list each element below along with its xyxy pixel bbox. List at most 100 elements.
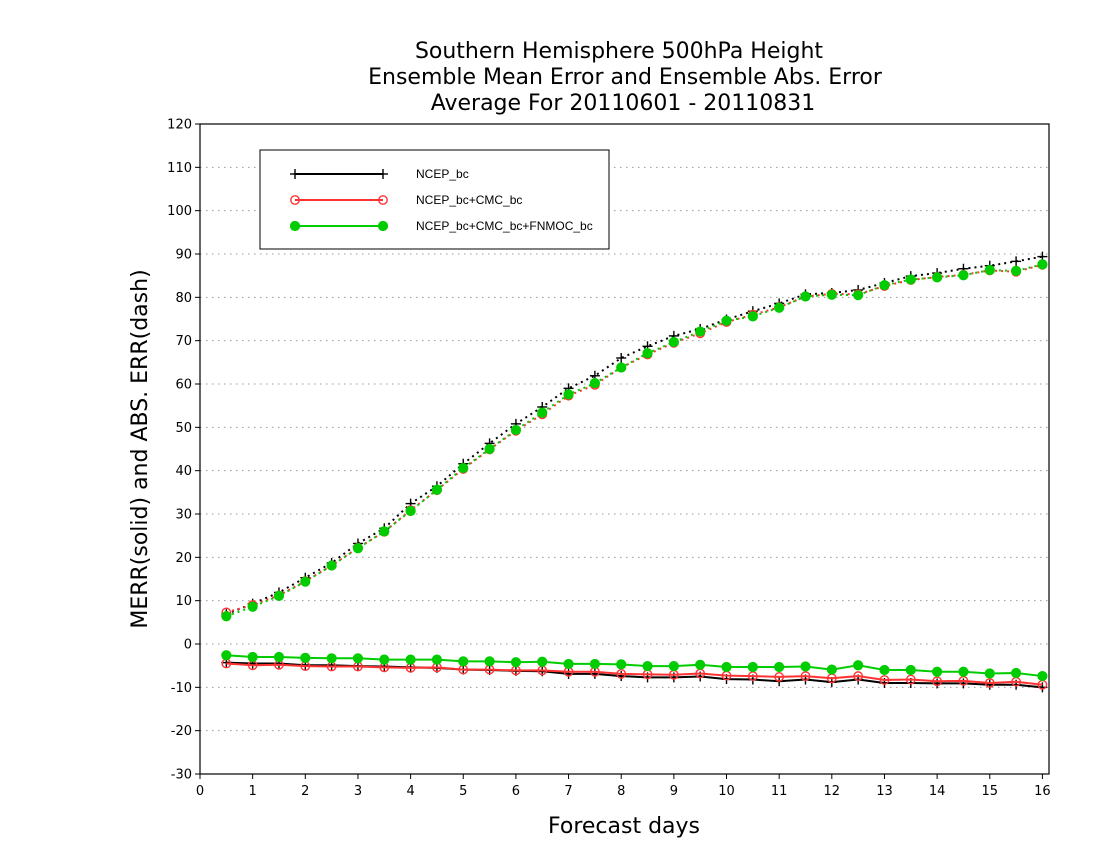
data-point [747, 311, 758, 322]
data-point [379, 526, 390, 537]
data-point [1010, 667, 1022, 679]
data-point [695, 326, 706, 337]
abs-err-line [226, 263, 1043, 614]
x-tick-label: 2 [301, 784, 309, 799]
data-point [221, 650, 232, 661]
series-NCEP_bc [221, 251, 1048, 693]
data-point [352, 653, 364, 664]
data-point [879, 280, 890, 291]
legend-entry: NCEP_bc+CMC_bc [290, 193, 522, 207]
chart-title-line-3: Average For 20110601 - 20110831 [431, 91, 816, 116]
data-point [1011, 256, 1022, 267]
data-point [273, 651, 285, 663]
data-point [932, 272, 943, 283]
data-point [352, 543, 364, 554]
data-point [247, 601, 258, 612]
data-point [642, 348, 653, 359]
y-axis-label: MERR(solid) and ABS. ERR(dash) [128, 269, 153, 628]
y-tick-label: 100 [167, 204, 192, 219]
y-tick-label: -10 [171, 681, 192, 696]
data-point [905, 664, 916, 676]
y-tick-label: -20 [171, 724, 192, 739]
chart-title-line-1: Southern Hemisphere 500hPa Height [415, 39, 823, 64]
data-point [378, 195, 388, 205]
data-point [668, 336, 679, 348]
data-point [958, 666, 969, 677]
y-tick-label: 60 [175, 378, 192, 393]
data-point [747, 661, 758, 673]
series-layer [221, 251, 1048, 693]
y-tick-label: 30 [175, 508, 192, 523]
data-point [405, 654, 416, 665]
x-tick-label: 11 [771, 784, 788, 799]
data-point [326, 653, 337, 664]
data-point [300, 652, 311, 663]
x-tick-label: 0 [196, 784, 204, 799]
x-tick-label: 6 [512, 784, 520, 799]
y-tick-label: 120 [167, 118, 192, 133]
data-point [984, 678, 995, 688]
y-axis: -30 -20 -10 0 10 20 30 40 50 60 70 80 90 100 110 120 [167, 118, 200, 783]
data-point [668, 661, 679, 672]
data-point [378, 169, 388, 179]
legend-label: NCEP_bc [416, 167, 469, 181]
data-point [377, 220, 389, 232]
x-tick-label: 8 [617, 784, 625, 799]
y-tick-label: 0 [184, 638, 192, 653]
data-point [826, 664, 837, 675]
x-tick-label: 16 [1034, 784, 1051, 799]
data-point [774, 302, 785, 313]
grid [200, 166, 1049, 732]
data-point [300, 576, 311, 587]
series-NCEP_bc+CMC_bc+FNMOC_bc [221, 259, 1048, 682]
y-tick-label: -30 [171, 768, 192, 783]
data-point [510, 657, 522, 668]
data-point [616, 669, 627, 679]
x-tick-label: 7 [564, 784, 572, 799]
data-point [800, 671, 811, 681]
x-tick-label: 13 [876, 784, 893, 799]
data-point [458, 462, 469, 474]
data-point [642, 661, 653, 672]
x-tick-label: 9 [670, 784, 678, 799]
data-point [510, 424, 522, 436]
data-point [826, 289, 837, 300]
legend-label: NCEP_bc+CMC_bc [416, 193, 522, 207]
legend-entry: NCEP_bc [290, 167, 469, 181]
data-point [221, 611, 232, 622]
data-point [616, 659, 627, 670]
data-point [853, 290, 864, 301]
data-point [484, 443, 495, 455]
y-tick-label: 50 [175, 421, 192, 436]
data-point [431, 654, 443, 665]
data-point [1010, 265, 1022, 276]
y-tick-label: 40 [175, 464, 192, 479]
data-point [721, 315, 732, 326]
x-tick-label: 5 [459, 784, 467, 799]
data-point [853, 660, 864, 671]
data-point [853, 671, 864, 681]
data-point [563, 389, 574, 400]
data-point [616, 362, 627, 373]
data-point [905, 274, 916, 285]
abs-err-line [225, 263, 1043, 618]
data-point [984, 668, 995, 679]
y-tick-label: 90 [175, 248, 192, 263]
data-point [247, 651, 258, 663]
data-point [984, 264, 995, 276]
data-point [879, 675, 890, 685]
x-tick-label: 15 [981, 784, 998, 799]
data-point [695, 659, 706, 670]
x-tick-label: 4 [406, 784, 414, 799]
x-axis-label: Forecast days [548, 814, 700, 839]
data-point [932, 666, 943, 677]
data-point [290, 169, 300, 179]
data-point [1037, 670, 1048, 682]
data-point [616, 353, 627, 363]
data-point [431, 484, 443, 495]
x-tick-label: 14 [929, 784, 946, 799]
abs-err-line [225, 255, 1043, 616]
y-tick-label: 110 [167, 161, 192, 176]
data-point [879, 664, 890, 676]
